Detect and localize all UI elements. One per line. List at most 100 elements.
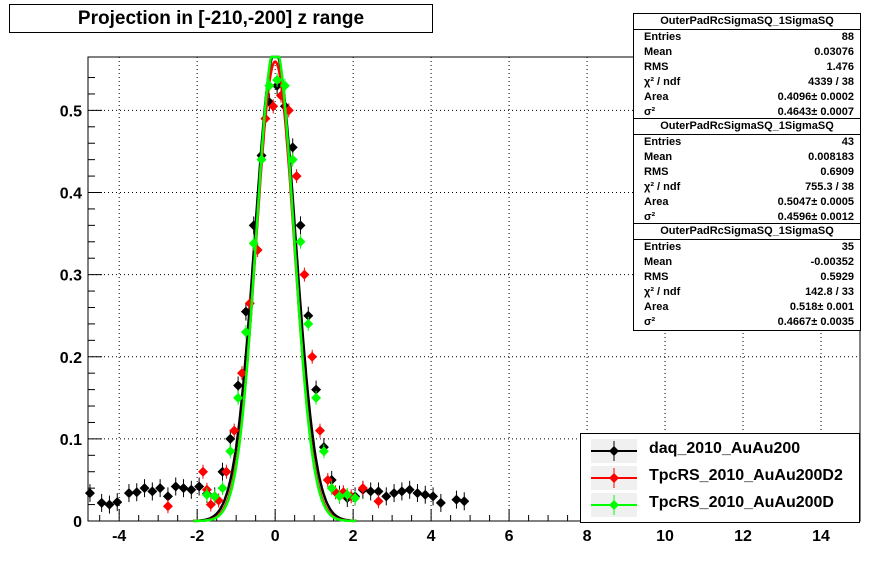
data-point	[209, 491, 220, 502]
data-point	[420, 489, 431, 500]
stats-row-rms: RMS 0.6909	[644, 166, 854, 178]
stats-row-rms: RMS 0.5929	[644, 271, 854, 283]
legend: daq_2010_AuAu200 TpcRS_2010_AuAu200D2 Tp…	[580, 433, 860, 523]
legend-swatch-d2	[591, 466, 637, 490]
data-point	[272, 74, 283, 85]
legend-entry-d2: TpcRS_2010_AuAu200D2	[581, 465, 859, 491]
data-point	[178, 483, 189, 494]
data-point	[365, 486, 376, 497]
data-point	[233, 392, 244, 403]
legend-label: daq_2010_AuAu200	[649, 440, 801, 457]
x-tick-label: 0	[271, 528, 280, 545]
y-tick-label: 0.4	[60, 186, 82, 203]
data-point	[287, 154, 298, 165]
data-point	[229, 425, 240, 436]
stats-box-d: OuterPadRcSigmaSQ_1SigmaSQ Entries 35 Mea…	[633, 223, 861, 331]
data-point	[237, 368, 248, 379]
x-tick-label: 8	[583, 528, 592, 545]
data-point	[217, 483, 228, 494]
data-point	[225, 433, 236, 444]
stats-row-chi2: χ² / ndf 142.8 / 33	[644, 286, 854, 298]
y-tick-label: 0.1	[60, 432, 82, 449]
data-point	[264, 80, 275, 91]
data-point	[291, 171, 302, 182]
y-tick-label: 0	[73, 514, 82, 531]
stats-row-sigma: σ² 0.4643± 0.0007	[644, 106, 854, 118]
x-tick-label: 6	[505, 528, 514, 545]
data-point	[373, 486, 384, 497]
y-tick-label: 0.5	[60, 103, 82, 120]
data-point	[350, 493, 361, 504]
data-point	[307, 351, 318, 362]
fit-curve-2	[193, 55, 357, 523]
data-point	[147, 486, 158, 497]
data-point	[412, 488, 423, 499]
legend-entry-d: TpcRS_2010_AuAu200D	[581, 492, 859, 518]
data-point	[303, 310, 314, 321]
stats-row-entries: Entries 35	[644, 241, 854, 253]
stats-header: OuterPadRcSigmaSQ_1SigmaSQ	[634, 119, 860, 135]
data-point	[303, 318, 314, 329]
data-point	[131, 487, 142, 498]
data-point	[334, 491, 345, 502]
x-tick-label: 14	[812, 528, 830, 545]
legend-label: TpcRS_2010_AuAu200D	[649, 494, 834, 511]
data-point	[162, 491, 173, 502]
data-point	[170, 481, 181, 492]
data-point	[314, 425, 325, 436]
stats-row-area: Area 0.4096± 0.0002	[644, 91, 854, 103]
data-point	[233, 380, 244, 391]
data-point	[342, 489, 353, 500]
data-point	[194, 481, 205, 492]
data-point	[84, 488, 95, 499]
stats-row-chi2: χ² / ndf 4339 / 38	[644, 76, 854, 88]
legend-label: TpcRS_2010_AuAu200D2	[649, 467, 843, 484]
data-point	[123, 488, 134, 499]
data-point	[295, 220, 306, 231]
data-point	[162, 501, 173, 512]
y-tick-label: 0.2	[60, 350, 82, 367]
data-point	[287, 142, 298, 153]
data-point	[225, 446, 236, 457]
x-tick-label: -4	[112, 528, 126, 545]
stats-row-area: Area 0.518± 0.001	[644, 301, 854, 313]
stats-row-mean: Mean -0.00352	[644, 256, 854, 268]
data-point	[381, 491, 392, 502]
stats-row-entries: Entries 43	[644, 136, 854, 148]
data-point	[104, 499, 115, 510]
x-tick-label: 10	[656, 528, 674, 545]
stats-row-sigma: σ² 0.4596± 0.0012	[644, 211, 854, 223]
data-point	[451, 494, 462, 505]
data-point	[248, 238, 259, 249]
data-point	[318, 446, 329, 457]
stats-row-area: Area 0.5047± 0.0005	[644, 196, 854, 208]
stats-header: OuterPadRcSigmaSQ_1SigmaSQ	[634, 14, 860, 30]
data-point	[96, 497, 107, 508]
data-point	[268, 101, 279, 112]
legend-swatch-daq	[591, 439, 637, 463]
x-tick-label: 2	[349, 528, 358, 545]
stats-row-sigma: σ² 0.4667± 0.0035	[644, 316, 854, 328]
data-point	[459, 496, 470, 507]
data-point	[198, 466, 209, 477]
data-point	[311, 384, 322, 395]
data-point	[396, 486, 407, 497]
data-point	[201, 489, 212, 500]
data-point	[404, 484, 415, 495]
x-tick-label: -2	[190, 528, 204, 545]
data-point	[155, 483, 166, 494]
x-tick-label: 12	[734, 528, 752, 545]
data-point	[240, 306, 251, 317]
data-point	[299, 269, 310, 280]
legend-swatch-d	[591, 493, 637, 517]
stats-row-rms: RMS 1.476	[644, 61, 854, 73]
data-point	[311, 392, 322, 403]
data-point	[322, 474, 333, 485]
stats-row-entries: Entries 88	[644, 31, 854, 43]
data-point	[279, 80, 290, 91]
chart-title: Projection in [-210,-200] z range	[9, 4, 433, 33]
data-point	[186, 484, 197, 495]
data-point	[373, 496, 384, 507]
stats-header: OuterPadRcSigmaSQ_1SigmaSQ	[634, 224, 860, 240]
